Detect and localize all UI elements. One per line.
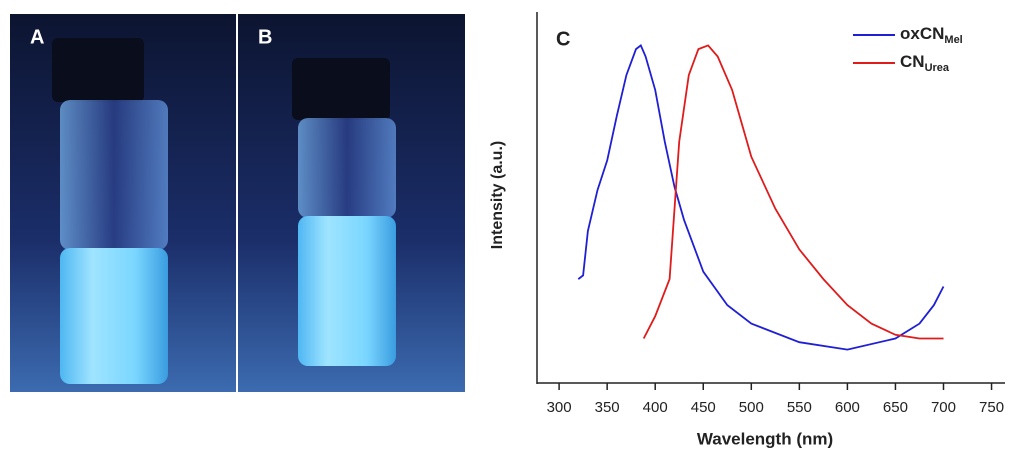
x-tick-label: 350: [595, 399, 620, 416]
x-tick-label: 550: [787, 399, 812, 416]
panel-label: C: [556, 28, 570, 50]
photo-b: B: [238, 14, 465, 392]
photo-label: A: [30, 26, 44, 48]
x-tick-label: 600: [835, 399, 860, 416]
x-tick-label: 300: [547, 399, 572, 416]
photo-label: B: [258, 26, 272, 48]
series-line: [642, 44, 944, 340]
photo-a: A: [10, 14, 236, 392]
legend-label: CNUrea: [900, 52, 950, 73]
legend-subscript: Urea: [925, 62, 950, 74]
x-tick-label: 750: [979, 399, 1004, 416]
x-tick-label: 400: [643, 399, 668, 416]
y-axis-title: Intensity (a.u.): [489, 141, 506, 249]
series-line: [577, 43, 945, 351]
x-tick-label: 650: [883, 399, 908, 416]
legend-name: CN: [900, 52, 925, 71]
legend-subscript: Mel: [944, 34, 962, 46]
legend-name: oxCN: [900, 24, 944, 43]
x-axis-title: Wavelength (nm): [697, 429, 833, 448]
chart: C Wavelength (nm) Intensity (a.u.) 300 35…: [489, 12, 1005, 448]
x-tick-label: 450: [691, 399, 716, 416]
legend-label: oxCNMel: [900, 24, 963, 45]
x-tick-label: 700: [931, 399, 956, 416]
x-tick-label: 500: [739, 399, 764, 416]
